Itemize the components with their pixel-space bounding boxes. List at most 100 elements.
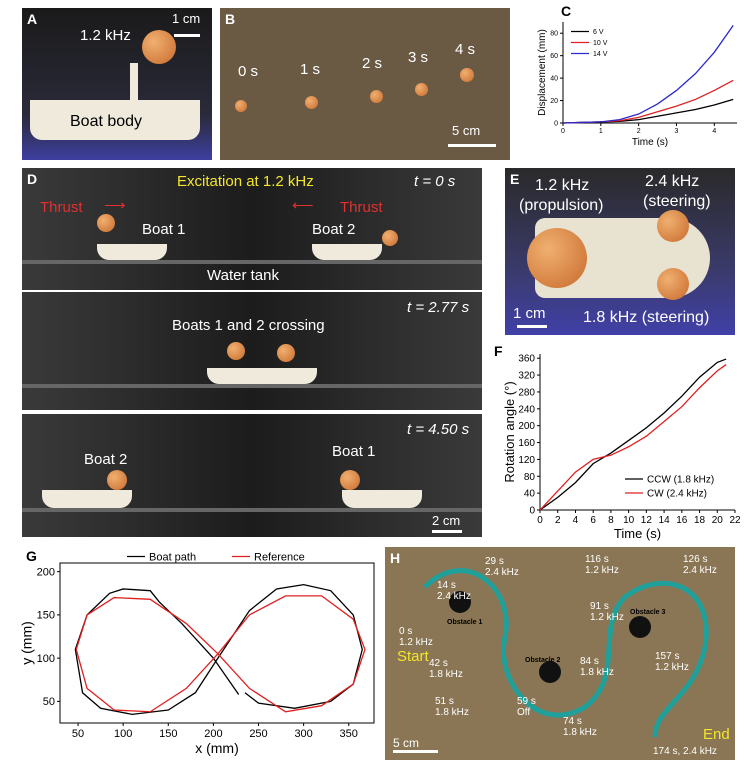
end-label: End xyxy=(703,726,730,743)
boat xyxy=(97,244,167,260)
bead xyxy=(415,83,428,96)
y-tick-label: 40 xyxy=(524,489,536,500)
label: 1.8 kHz (steering) xyxy=(583,309,710,326)
y-tick-label: 160 xyxy=(518,438,535,449)
legend-label: Reference xyxy=(254,551,305,563)
stand xyxy=(130,63,138,103)
time-annotation: 1.2 kHz xyxy=(655,662,689,673)
arrow: ⟵ xyxy=(292,197,314,214)
thrust-label: Thrust xyxy=(40,199,83,216)
time-annotation: 157 s xyxy=(655,651,680,662)
time-annotation: 1.8 kHz xyxy=(435,707,469,718)
photo-h: H Start End Obstacle 1 Obstacle 2 Obstac… xyxy=(385,547,735,760)
time-label: t = 4.50 s xyxy=(407,421,470,438)
legend-label: 6 V xyxy=(593,29,604,36)
y-tick-label: 360 xyxy=(518,354,535,365)
time-annotation: 1.8 kHz xyxy=(429,669,463,680)
time-label: 0 s xyxy=(238,63,259,80)
legend-label: CCW (1.8 kHz) xyxy=(647,475,714,486)
x-tick-label: 0 xyxy=(561,128,565,135)
y-tick-label: 60 xyxy=(550,53,558,60)
x-tick-label: 300 xyxy=(294,728,312,740)
boat-label: Boat 1 xyxy=(142,221,186,238)
obstacle xyxy=(629,616,651,638)
bead xyxy=(382,230,398,246)
trajectory xyxy=(393,568,709,753)
x-axis-label: Time (s) xyxy=(632,137,668,148)
y-tick-label: 80 xyxy=(524,472,536,483)
bead xyxy=(527,228,587,288)
bead xyxy=(235,100,247,112)
chart-f: 0 2 4 6 8 10 12 14 16 18 20 22 0 40 80 120 160 200 240 280 3… xyxy=(494,343,741,541)
scale-label: 5 cm xyxy=(452,123,481,138)
y-tick-label: 280 xyxy=(518,387,535,398)
scale-bar xyxy=(174,34,200,37)
bead xyxy=(97,214,115,232)
y-tick-label: 0 xyxy=(554,120,558,127)
series-line xyxy=(562,24,734,124)
time-label: t = 2.77 s xyxy=(407,299,470,316)
boat xyxy=(42,490,132,508)
plot-frame xyxy=(59,562,375,724)
x-tick-label: 18 xyxy=(694,515,706,526)
x-tick-label: 1 xyxy=(599,128,603,135)
y-tick-label: 200 xyxy=(37,566,55,578)
obstacle-label: Obstacle 3 xyxy=(630,609,666,616)
bead xyxy=(227,342,245,360)
y-tick-label: 200 xyxy=(518,421,535,432)
y-tick-label: 320 xyxy=(518,371,535,382)
time-annotation: 2.4 kHz xyxy=(437,591,471,602)
time-annotation: 1.8 kHz xyxy=(563,727,597,738)
time-label: 2 s xyxy=(362,55,383,72)
obstacle xyxy=(539,661,561,683)
scale-bar xyxy=(432,530,462,533)
photo-a: A 1.2 kHz 1 cm Boat body xyxy=(22,8,212,160)
time-annotation: 42 s xyxy=(429,658,448,669)
y-tick-label: 120 xyxy=(518,455,535,466)
panel-label: C xyxy=(561,3,571,19)
scale-bar xyxy=(393,750,438,753)
time-annotation: 59 s xyxy=(517,696,536,707)
time-annotation: 2.4 kHz xyxy=(683,565,717,576)
obstacle-label: Obstacle 2 xyxy=(525,657,561,664)
time-annotation: Off xyxy=(517,707,531,718)
y-tick-label: 100 xyxy=(37,653,55,665)
time-annotation: 1.2 kHz xyxy=(399,637,433,648)
scale-label: 1 cm xyxy=(513,305,546,322)
obstacle xyxy=(449,591,471,613)
label: 1.2 kHz xyxy=(80,27,131,44)
series-line xyxy=(539,358,727,511)
time-annotation: 29 s xyxy=(485,556,504,567)
scale-bar xyxy=(448,144,496,147)
time-label: 4 s xyxy=(455,41,476,58)
label: Water tank xyxy=(207,267,279,284)
bead xyxy=(107,470,127,490)
tank-edge xyxy=(22,260,482,264)
tank-edge xyxy=(22,508,482,512)
scale-label: 1 cm xyxy=(172,11,201,26)
x-tick-label: 2 xyxy=(555,515,561,526)
bead xyxy=(657,268,689,300)
bead xyxy=(340,470,360,490)
y-tick-label: 0 xyxy=(529,506,535,517)
x-tick-label: 6 xyxy=(590,515,596,526)
thrust-label: Thrust xyxy=(340,199,383,216)
y-tick-label: 50 xyxy=(43,696,55,708)
obstacle-label: Obstacle 1 xyxy=(447,619,483,626)
y-tick-label: 40 xyxy=(550,76,558,83)
x-tick-label: 4 xyxy=(712,128,716,135)
series-line xyxy=(74,583,363,716)
x-axis-label: x (mm) xyxy=(195,740,239,756)
bead xyxy=(305,96,318,109)
y-axis-label: y (mm) xyxy=(18,621,34,665)
caption: Boats 1 and 2 crossing xyxy=(172,317,325,334)
x-tick-label: 10 xyxy=(623,515,635,526)
trajectory-path xyxy=(423,568,709,738)
bead xyxy=(460,68,474,82)
bead xyxy=(142,30,176,64)
y-tick-label: 80 xyxy=(550,31,558,38)
time-annotation: 51 s xyxy=(435,696,454,707)
y-axis-label: Rotation angle (°) xyxy=(502,381,517,482)
bead xyxy=(657,210,689,242)
